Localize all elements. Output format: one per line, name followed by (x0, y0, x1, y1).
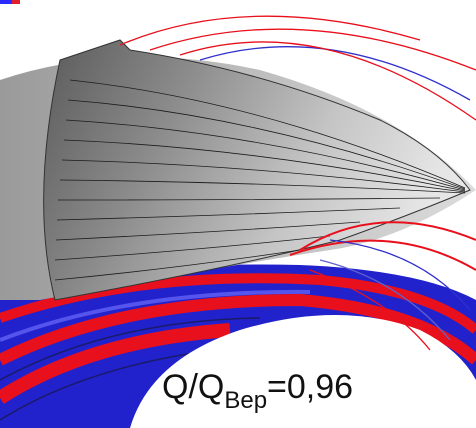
label-suffix: =0,96 (267, 368, 353, 406)
legend-fragment (12, 0, 20, 4)
label-prefix: Q/Q (162, 368, 224, 406)
legend-fragment (0, 0, 12, 4)
label-subscript: Bep (224, 387, 267, 414)
page: {"annotation": {"prefix": "Q/Q", "subscr… (0, 0, 476, 428)
flow-visualization: Q/QBep=0,96 (0, 0, 476, 428)
